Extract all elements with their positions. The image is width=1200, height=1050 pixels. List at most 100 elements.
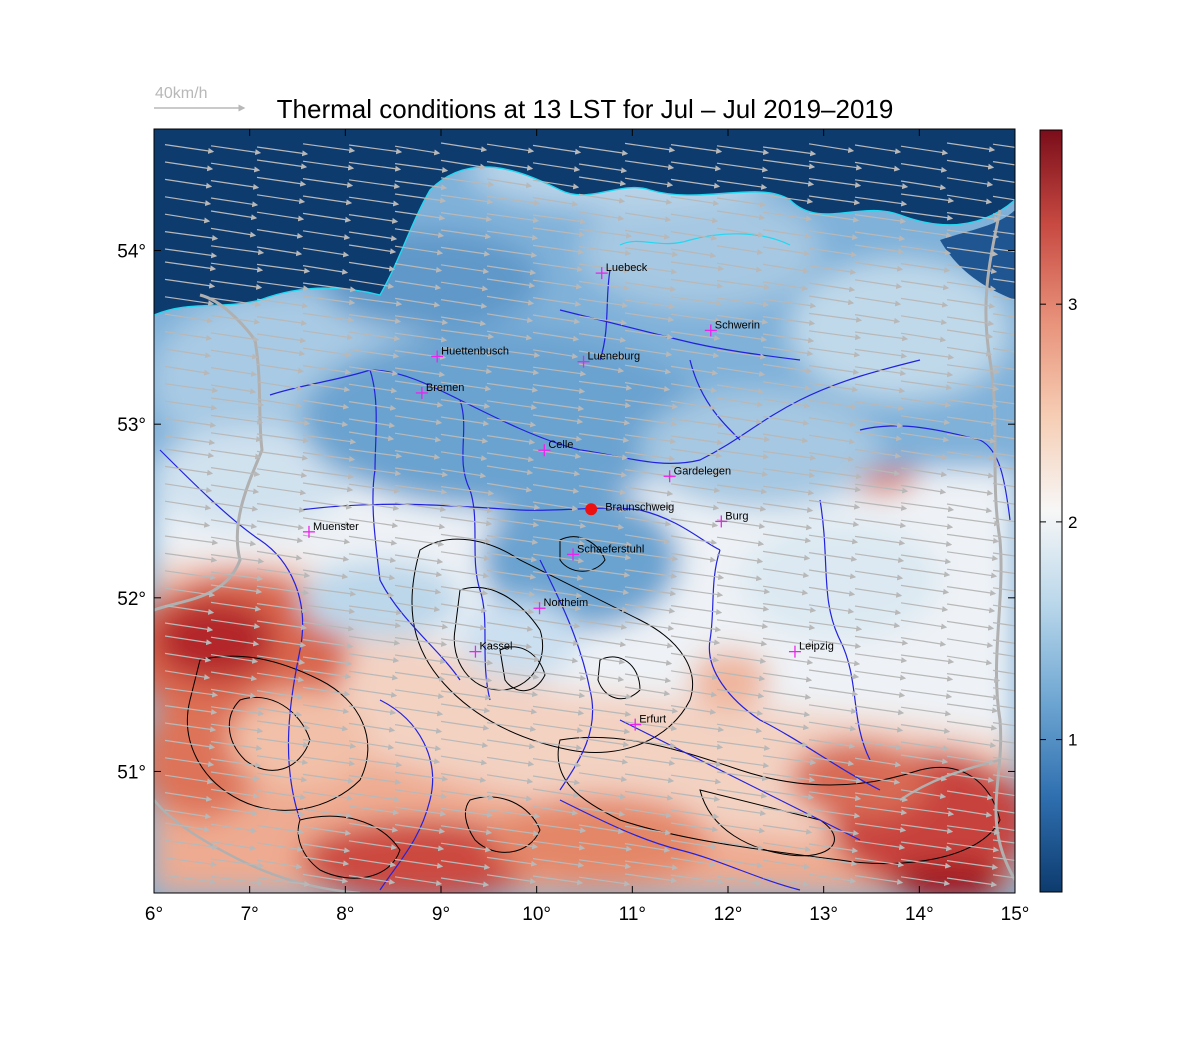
wind-arrow (486, 874, 537, 885)
wind-arrow (486, 809, 541, 819)
wind-arrow (394, 654, 447, 665)
wind-arrow (624, 247, 679, 258)
highlight-location: Braunschweig (585, 501, 674, 516)
wind-arrow (394, 876, 443, 887)
wind-arrow (532, 618, 581, 629)
wind-arrow (578, 754, 629, 765)
wind-arrow (440, 399, 491, 409)
wind-arrow (670, 652, 720, 663)
wind-arrow (532, 401, 585, 412)
contour-path (557, 736, 1001, 865)
wind-arrow (348, 792, 401, 803)
border-path (154, 799, 361, 893)
city-label: Huettenbusch (441, 345, 509, 357)
wind-arrow (394, 789, 448, 800)
wind-arrow (900, 180, 947, 191)
wind-arrow (302, 312, 355, 323)
wind-arrow (762, 229, 812, 239)
wind-arrow (348, 314, 402, 324)
wind-arrow (992, 739, 1015, 744)
wind-arrow (716, 771, 769, 782)
wind-arrow (440, 790, 495, 801)
wind-arrow (578, 228, 633, 239)
wind-arrow (716, 414, 763, 425)
wind-arrow (854, 805, 908, 816)
wind-arrow (716, 227, 765, 238)
wind-arrow (256, 450, 309, 461)
wind-arrow (440, 703, 491, 714)
wind-arrow (394, 824, 446, 834)
wind-arrow (210, 314, 261, 325)
wind-arrow (900, 741, 950, 752)
wind-arrow (716, 723, 763, 734)
wind-arrow (302, 265, 349, 275)
wind-arrow (486, 722, 537, 732)
city-marker: Burg (715, 510, 749, 528)
wind-arrow (532, 788, 580, 799)
wind-arrow (946, 533, 1000, 544)
wind-arrow (854, 214, 907, 224)
wind-arrow (808, 534, 859, 545)
wind-arrow (992, 874, 1015, 879)
wind-arrow (302, 247, 350, 258)
wind-arrow (348, 196, 400, 207)
wind-arrow (762, 485, 815, 496)
city-label: Schaeferstuhl (577, 543, 644, 555)
river-path (599, 269, 611, 361)
wind-arrow (900, 163, 948, 173)
wind-arrow (164, 383, 219, 394)
wind-arrow (992, 552, 1015, 557)
wind-arrow (486, 587, 536, 598)
wind-arrow (946, 703, 999, 714)
wind-arrow (762, 316, 816, 326)
wind-arrow (532, 331, 580, 342)
wind-arrow (256, 229, 304, 239)
wind-arrow (348, 331, 401, 342)
wind-arrow (164, 839, 219, 850)
wind-arrow (578, 602, 629, 613)
wind-arrow (164, 587, 216, 598)
thermal-region (490, 795, 710, 885)
wind-arrow (670, 622, 722, 633)
wind-arrow (946, 503, 993, 514)
wind-arrow (900, 554, 952, 565)
wind-arrow (348, 653, 400, 664)
wind-arrow (716, 314, 769, 325)
wind-arrow (946, 229, 1000, 240)
wind-arrow (716, 741, 771, 751)
wind-arrow (578, 350, 626, 361)
wind-arrow (210, 758, 262, 769)
wind-arrow (302, 808, 353, 819)
thermal-region (300, 820, 540, 893)
thermal-region (740, 520, 940, 640)
wind-arrow (486, 839, 539, 850)
wind-arrow (624, 499, 673, 510)
wind-arrow (670, 535, 718, 546)
wind-arrow (946, 142, 996, 153)
wind-arrow (302, 639, 354, 649)
wind-arrow (348, 279, 395, 290)
wind-arrow (532, 518, 587, 529)
wind-arrow (762, 655, 814, 666)
city-marker: Celle (538, 439, 573, 457)
wind-arrow (578, 824, 625, 835)
wind-arrow (946, 568, 998, 579)
wind-arrow (578, 654, 626, 665)
wind-arrow (164, 213, 211, 224)
wind-arrow (716, 636, 768, 647)
wind-arrow (532, 840, 586, 851)
wind-arrow (808, 808, 861, 819)
wind-arrow (762, 433, 809, 444)
city-marker: Huettenbusch (431, 345, 509, 363)
wind-arrow (992, 195, 1015, 201)
wind-arrow (946, 451, 996, 462)
wind-arrow (486, 774, 534, 785)
wind-arrow (394, 280, 442, 291)
wind-arrow (762, 194, 814, 205)
wind-arrow (578, 163, 628, 174)
river-path (579, 359, 921, 464)
wind-arrow (716, 806, 767, 817)
wind-arrow (348, 431, 395, 442)
river-path (159, 449, 304, 821)
river-path (459, 399, 491, 701)
